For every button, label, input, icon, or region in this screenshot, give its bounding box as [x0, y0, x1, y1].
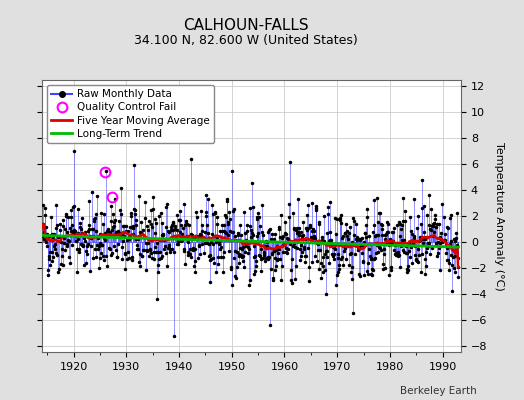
Text: 34.100 N, 82.600 W (United States): 34.100 N, 82.600 W (United States) [134, 34, 358, 47]
Text: Berkeley Earth: Berkeley Earth [400, 386, 477, 396]
Y-axis label: Temperature Anomaly (°C): Temperature Anomaly (°C) [494, 142, 504, 290]
Text: CALHOUN-FALLS: CALHOUN-FALLS [183, 18, 309, 33]
Legend: Raw Monthly Data, Quality Control Fail, Five Year Moving Average, Long-Term Tren: Raw Monthly Data, Quality Control Fail, … [47, 85, 214, 143]
